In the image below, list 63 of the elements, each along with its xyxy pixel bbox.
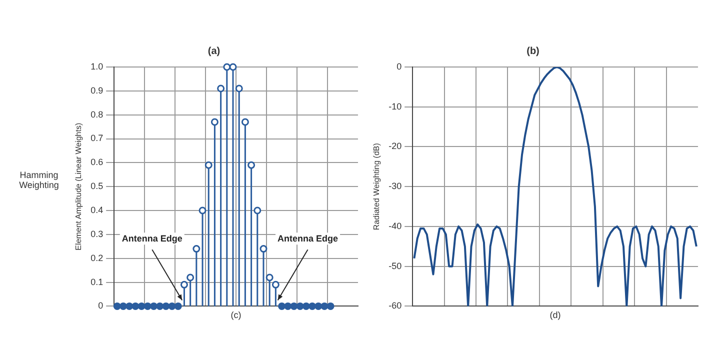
point [290,302,298,310]
point [217,84,225,92]
y-tick-label: 0.8 [90,109,104,120]
point [162,302,170,310]
annotation: Antenna Edge [278,234,338,244]
annotation: Antenna Edge [122,234,182,244]
y-tick-label: -50 [388,260,402,271]
point [113,302,121,310]
point [235,84,243,92]
point [192,245,200,253]
y-tick-label: 0.9 [90,85,104,96]
point [308,302,316,310]
point [223,63,231,71]
point [144,302,152,310]
x-axis-title: (c) [230,310,242,320]
chart-title: (b) [526,46,540,57]
point [150,302,158,310]
point [174,302,182,310]
point [320,302,328,310]
point [266,274,274,282]
point [168,302,176,310]
point [248,161,256,169]
point [210,118,218,126]
y-tick-label: 0 [396,61,402,72]
y-axis-title: Radiated Weighting (dB) [372,142,382,230]
chart-title: (a) [208,46,220,57]
y-tick-label: 0 [98,300,104,311]
y-tick-label: 0.5 [90,181,104,192]
y-tick-label: 0.1 [90,276,104,287]
point [296,302,304,310]
text: Hamming Weighting [18,170,60,190]
point [260,245,268,253]
y-axis-title: Element Amplitude (Linear Weights) [74,122,84,250]
y-tick-label: -20 [388,141,402,152]
point [180,280,188,288]
y-tick-label: 0.7 [90,133,104,144]
point [278,302,286,310]
point [126,302,134,310]
y-tick-label: -10 [388,101,402,112]
y-tick-label: 0.6 [90,157,104,168]
y-tick-label: 0.4 [90,205,104,216]
point [138,302,146,310]
y-tick-label: -30 [388,181,402,192]
point [198,206,206,214]
point [302,302,310,310]
point [156,302,164,310]
point [120,302,128,310]
point [241,118,249,126]
y-tick-label: 0.2 [90,252,104,263]
point [284,302,292,310]
y-tick-label: 1.0 [90,61,104,72]
point [229,63,237,71]
y-tick-label: -60 [388,300,402,311]
point [326,302,334,310]
point [204,161,212,169]
x-axis-title: (d) [550,310,561,320]
point [132,302,140,310]
point [254,206,262,214]
point [314,302,322,310]
point [272,280,280,288]
point [186,274,194,282]
y-tick-label: 0.3 [90,228,104,239]
y-tick-label: -40 [388,220,402,231]
